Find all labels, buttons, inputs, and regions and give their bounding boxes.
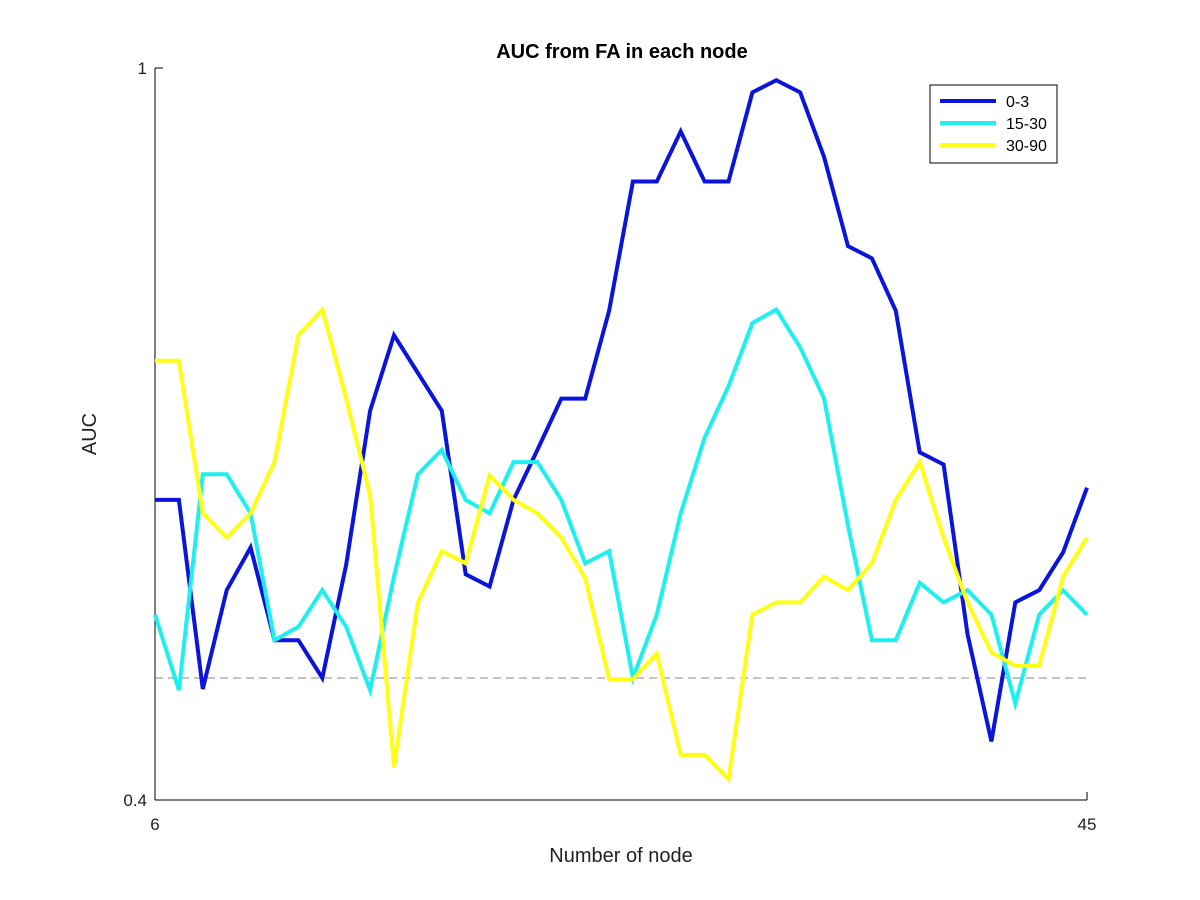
y-tick-label: 0.4 <box>123 791 147 810</box>
series-lines <box>153 77 1089 784</box>
x-tick-label: 45 <box>1078 815 1097 834</box>
legend-label-15-30: 15-30 <box>1006 116 1047 133</box>
chart-title: AUC from FA in each node <box>496 41 748 63</box>
y-axis-label: AUC <box>79 413 101 455</box>
x-tick-label: 6 <box>150 815 159 834</box>
legend-label-0-3: 0-3 <box>1006 94 1029 111</box>
y-tick-label: 1 <box>138 59 147 78</box>
legend: 0-3 15-30 30-90 <box>929 84 1058 164</box>
legend-label-30-90: 30-90 <box>1006 138 1047 155</box>
axis-ticks: 6 45 0.4 1 <box>123 59 1096 834</box>
series-line-0-3 <box>155 77 1089 742</box>
series-line-15-30 <box>153 306 1089 712</box>
x-axis-label: Number of node <box>549 845 692 867</box>
series-line-30-90 <box>155 305 1089 784</box>
